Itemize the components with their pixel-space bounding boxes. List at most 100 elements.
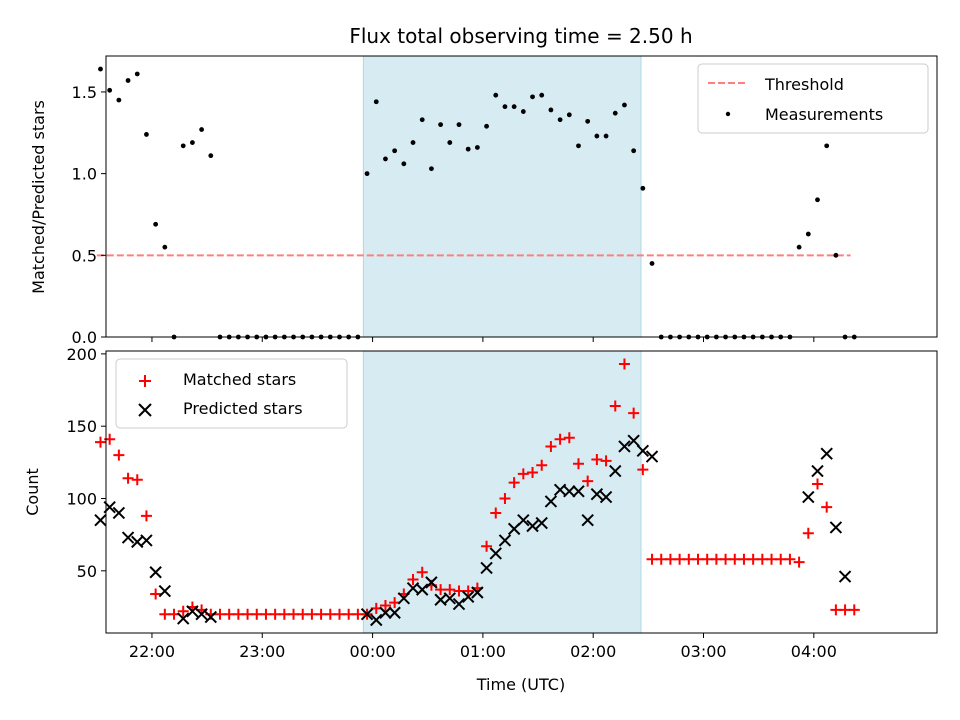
measurement-point — [805, 231, 811, 237]
matched-star-point — [701, 553, 713, 565]
measurements-legend-swatch — [725, 111, 731, 117]
predicted-star-point — [388, 606, 401, 619]
predicted-star-point — [140, 534, 153, 547]
measurement-point — [98, 66, 103, 72]
matched-star-point — [223, 608, 235, 620]
matched-star-point — [802, 527, 814, 539]
ratio-ytick-label: 1.0 — [72, 165, 97, 184]
time-xtick-label: 04:00 — [791, 642, 837, 661]
matched-star-point — [600, 455, 612, 467]
predicted-star-point — [443, 592, 457, 605]
measurement-point — [576, 143, 581, 149]
measurement-point — [530, 94, 535, 100]
measurement-point — [401, 161, 407, 167]
matched-star-point — [315, 608, 327, 620]
matched-star-point — [784, 553, 796, 565]
measurement-point — [364, 171, 370, 177]
predicted-star-point — [360, 607, 374, 621]
matched-star-point — [563, 432, 575, 444]
matched-star-point — [811, 478, 823, 490]
measurements-legend-label: Measurements — [765, 105, 883, 124]
measurement-point — [815, 197, 820, 203]
matched-legend-swatch — [139, 375, 151, 387]
predicted-legend-swatch — [138, 403, 152, 417]
matched-star-point — [131, 474, 143, 486]
predicted-star-point — [599, 490, 613, 504]
predicted-star-point — [618, 440, 631, 453]
matched-star-point — [517, 468, 529, 480]
measurement-point — [502, 104, 508, 110]
matched-star-point — [499, 493, 511, 505]
measurement-point — [594, 133, 600, 139]
measurement-point — [153, 221, 159, 227]
measurement-point — [493, 92, 499, 98]
predicted-star-point — [195, 607, 208, 621]
matched-star-point — [628, 407, 640, 419]
predicted-star-point — [498, 534, 512, 547]
measurement-point — [622, 102, 627, 108]
matched-star-point — [554, 433, 566, 445]
predicted-star-point — [489, 547, 502, 560]
count-ytick-label: 50 — [77, 562, 97, 581]
matched-star-point — [848, 604, 860, 616]
ratio-legend-box — [697, 63, 929, 134]
matched-star-point — [490, 507, 502, 519]
predicted-legend-label: Predicted stars — [183, 399, 303, 418]
shaded-observing-window — [362, 55, 642, 338]
matched-star-point — [683, 553, 695, 565]
matched-star-point — [591, 453, 603, 465]
matched-star-point — [655, 553, 667, 565]
matched-star-point — [122, 472, 134, 484]
matched-star-point — [306, 608, 318, 620]
ratio-ytick-label: 0.0 — [72, 328, 97, 347]
matched-star-point — [582, 475, 594, 487]
matched-star-point — [775, 553, 787, 565]
measurement-point — [116, 97, 122, 103]
predicted-star-point — [480, 561, 493, 575]
matched-star-point — [242, 608, 254, 620]
matched-star-point — [609, 400, 621, 412]
matched-star-point — [232, 608, 244, 620]
ratio-legend: Threshold Measurements — [697, 63, 929, 134]
matched-star-point — [453, 585, 465, 597]
measurement-point — [612, 110, 618, 116]
matched-star-point — [664, 553, 676, 565]
count-y-axis-label: Count — [23, 468, 42, 516]
predicted-star-point — [425, 576, 438, 589]
measurement-point — [162, 244, 168, 250]
time-xtick-label: 22:00 — [129, 642, 175, 661]
matched-star-point — [821, 501, 833, 513]
measurement-point — [199, 127, 205, 132]
matched-star-point — [177, 605, 189, 617]
measurement-point — [585, 118, 591, 124]
measurement-point — [144, 132, 149, 137]
matched-star-point — [692, 553, 704, 565]
matched-star-point — [756, 553, 768, 565]
predicted-star-point — [820, 447, 833, 460]
measurement-point — [429, 166, 434, 172]
predicted-star-point — [829, 521, 843, 534]
predicted-star-point — [416, 583, 429, 596]
matched-star-point — [527, 466, 539, 478]
measurement-point — [125, 78, 131, 83]
matched-star-point — [140, 510, 152, 522]
measurement-point — [447, 140, 453, 145]
predicted-star-point — [636, 444, 650, 457]
measurement-point — [190, 140, 195, 145]
matched-star-point — [462, 585, 474, 597]
ratio-ytick-label: 0.5 — [72, 246, 97, 265]
matched-star-point — [729, 553, 741, 565]
time-xtick-label: 23:00 — [239, 642, 285, 661]
matched-star-point — [637, 464, 649, 476]
chart-title: Flux total observing time = 2.50 h — [349, 24, 692, 48]
measurement-point — [180, 143, 186, 149]
measurement-point — [548, 107, 554, 113]
measurement-point — [566, 112, 572, 118]
ratio-ytick-label: 1.5 — [72, 83, 97, 102]
count-plot-frame — [105, 350, 938, 634]
matched-legend-label: Matched stars — [183, 370, 296, 389]
time-x-axis-label: Time (UTC) — [476, 675, 565, 694]
matched-star-point — [278, 608, 290, 620]
matched-star-point — [214, 608, 226, 620]
measurement-point — [631, 148, 637, 154]
